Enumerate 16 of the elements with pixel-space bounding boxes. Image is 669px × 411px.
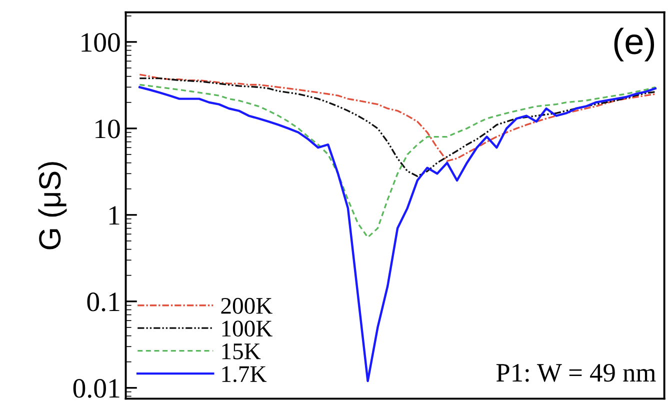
line-series [138,86,656,382]
y-axis-title: G (μS) [38,162,67,250]
y-tick-label: 10 [96,120,120,138]
y-tick-label: 0.1 [87,292,120,312]
legend-label: 200K [221,298,272,314]
line-series [138,77,656,178]
y-tick-label: 0.01 [73,379,120,398]
annotation: (e) [614,28,654,62]
y-tick-label: 100 [82,33,120,52]
line-series [138,84,656,238]
legend-label: 15K [222,344,261,360]
legend-label: 1.7K [222,366,267,382]
line-series [138,74,656,162]
annotation: P1: W = 49 nm [496,364,656,382]
y-tick-label: 1 [109,206,120,225]
legend-label: 100K [222,320,272,337]
